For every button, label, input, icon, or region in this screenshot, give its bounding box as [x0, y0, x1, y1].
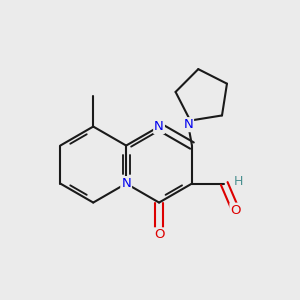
Text: O: O: [154, 228, 164, 242]
Text: O: O: [230, 204, 241, 217]
Text: N: N: [121, 177, 131, 190]
Text: H: H: [234, 175, 243, 188]
Text: N: N: [183, 118, 193, 131]
Text: N: N: [154, 120, 164, 133]
